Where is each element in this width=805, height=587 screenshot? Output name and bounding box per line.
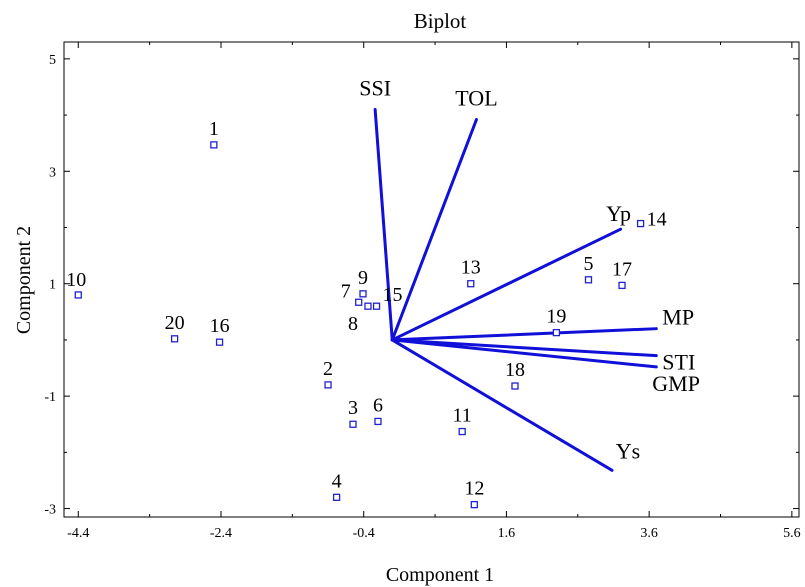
vector-tol	[390, 118, 478, 342]
vector-label-gmp: GMP	[652, 371, 700, 396]
x-axis-title: Component 1	[386, 564, 494, 586]
vector-sti	[390, 338, 658, 358]
point-label-6: 6	[373, 394, 383, 416]
point-label-7: 7	[341, 280, 351, 302]
point-label-13: 13	[461, 257, 481, 279]
plot-frame	[63, 41, 800, 518]
x-tick-label: -4.4	[67, 526, 89, 541]
vector-ys	[390, 338, 614, 472]
y-tick-label: 1	[49, 278, 56, 293]
point-16	[215, 338, 224, 346]
x-tick-labels: -4.4 -2.4 -0.4 1.6 3.6 5.6	[67, 526, 800, 541]
point-12	[470, 500, 478, 509]
x-tick-label: 5.6	[783, 526, 801, 541]
point-label-15: 15	[383, 284, 403, 306]
point-20	[170, 335, 179, 343]
x-tick-label: 1.6	[498, 526, 516, 541]
point-8	[364, 302, 372, 310]
vector-ssi	[373, 107, 394, 342]
vector-label-mp: MP	[662, 305, 694, 330]
point-label-3: 3	[348, 397, 358, 419]
point-label-4: 4	[332, 470, 342, 492]
vector-label-ys: Ys	[616, 438, 640, 463]
point-label-12: 12	[464, 478, 484, 500]
y-tick-label: -1	[44, 390, 56, 405]
point-label-1: 1	[209, 118, 219, 140]
point-label-19: 19	[546, 306, 566, 328]
x-tick-label: -2.4	[210, 526, 232, 541]
point-18	[511, 382, 519, 390]
point-label-18: 18	[505, 359, 525, 381]
point-15	[372, 302, 381, 310]
point-3	[349, 420, 357, 428]
point-label-14: 14	[647, 209, 667, 231]
vector-gmp	[390, 338, 658, 369]
vector-label-yp: Yp	[606, 201, 631, 226]
point-4	[332, 493, 341, 501]
point-17	[618, 281, 626, 290]
point-label-11: 11	[453, 405, 472, 427]
point-19	[552, 328, 561, 337]
y-tick-labels: -3 -1 1 3 5	[44, 53, 56, 518]
vector-yp	[390, 227, 623, 342]
x-tick-label: 3.6	[640, 526, 658, 541]
chart-title: Biplot	[414, 9, 467, 33]
point-2	[324, 381, 332, 389]
point-5	[584, 276, 593, 284]
point-9	[359, 290, 367, 298]
axis-ticks	[64, 42, 799, 517]
point-label-10: 10	[66, 269, 86, 291]
point-10	[74, 291, 82, 299]
y-axis-title: Component 2	[13, 226, 35, 334]
point-14	[636, 219, 645, 228]
x-tick-label: -0.4	[353, 526, 375, 541]
y-tick-label: 5	[49, 53, 56, 68]
point-label-9: 9	[358, 267, 368, 289]
point-label-5: 5	[583, 253, 593, 275]
point-7	[355, 298, 363, 306]
y-tick-label: 3	[49, 165, 56, 180]
y-tick-label: -3	[44, 503, 56, 518]
vector-mp	[390, 327, 658, 342]
point-label-17: 17	[612, 258, 632, 280]
point-11	[458, 427, 466, 436]
point-label-16: 16	[210, 315, 230, 337]
point-label-20: 20	[165, 312, 185, 334]
point-1	[210, 141, 218, 149]
point-label-8: 8	[348, 313, 358, 335]
point-6	[374, 417, 382, 426]
point-13	[467, 280, 475, 288]
point-label-2: 2	[323, 358, 333, 380]
vector-label-tol: TOL	[455, 86, 497, 111]
vector-label-ssi: SSI	[359, 75, 391, 100]
vector-label-sti: STI	[662, 350, 695, 375]
